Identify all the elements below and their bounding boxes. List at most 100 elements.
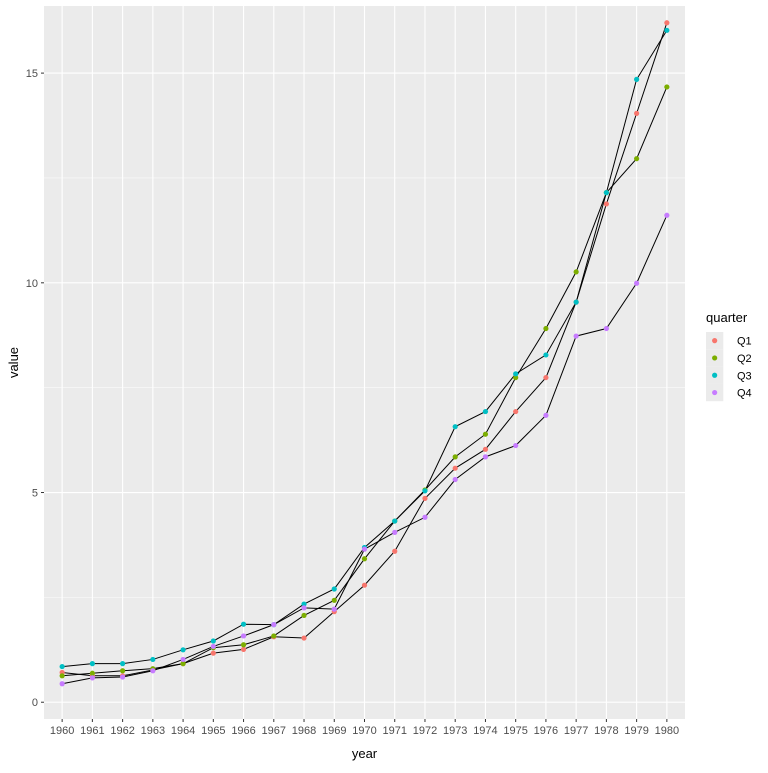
data-point-q3 <box>452 424 458 430</box>
x-tick-label: 1973 <box>443 725 467 737</box>
data-point-q3 <box>331 586 337 592</box>
x-tick-label: 1963 <box>141 725 165 737</box>
legend-label-q1: Q1 <box>737 336 752 348</box>
data-point-q1 <box>513 408 519 415</box>
y-tick-label: 15 <box>26 68 38 80</box>
data-point-q3 <box>422 488 428 494</box>
series-points <box>59 20 670 687</box>
x-tick-label: 1971 <box>382 725 406 737</box>
data-point-q3 <box>59 663 65 670</box>
major-gridlines <box>44 6 685 719</box>
x-tick-label: 1962 <box>110 725 134 737</box>
data-point-q1 <box>392 548 398 554</box>
data-point-q2 <box>664 84 670 90</box>
data-point-q1 <box>452 465 458 471</box>
x-tick-label: 1979 <box>624 725 648 737</box>
y-axis-title: value <box>6 347 21 378</box>
data-point-q2 <box>573 269 579 275</box>
data-point-q3 <box>543 352 549 358</box>
data-point-q3 <box>392 518 398 524</box>
data-point-q2 <box>89 670 95 676</box>
data-point-q2 <box>301 612 307 619</box>
data-point-q1 <box>634 110 640 116</box>
data-point-q4 <box>59 681 65 687</box>
data-point-q1 <box>301 635 307 641</box>
y-tick-label: 10 <box>26 278 38 290</box>
data-point-q3 <box>180 647 186 653</box>
data-point-q4 <box>150 668 156 674</box>
data-point-q1 <box>422 495 428 501</box>
data-point-q1 <box>603 201 609 207</box>
data-point-q2 <box>482 431 489 437</box>
legend: quarter Q1 Q2 Q3 Q4 <box>706 310 752 402</box>
x-tick-label: 1980 <box>655 725 679 737</box>
legend-label-q2: Q2 <box>737 353 752 365</box>
data-point-q4 <box>482 454 489 460</box>
data-point-q1 <box>482 446 489 452</box>
data-point-q3 <box>240 621 247 627</box>
data-point-q1 <box>240 646 247 652</box>
data-point-q3 <box>89 661 95 667</box>
y-tick-label: 0 <box>32 697 38 709</box>
data-point-q4 <box>331 606 337 612</box>
x-tick-label: 1977 <box>564 725 588 737</box>
data-point-q4 <box>271 622 277 628</box>
data-point-q3 <box>634 76 640 82</box>
data-point-q1 <box>210 650 216 656</box>
data-point-q3 <box>664 27 670 33</box>
data-point-q4 <box>422 514 428 520</box>
data-point-q1 <box>543 374 549 381</box>
data-point-q2 <box>240 642 247 648</box>
y-axis: 0 5 10 15 <box>26 68 44 709</box>
x-tick-label: 1966 <box>231 725 255 737</box>
data-point-q2 <box>634 156 640 162</box>
x-tick-label: 1978 <box>594 725 618 737</box>
legend-key-q3 <box>712 372 718 378</box>
data-point-q3 <box>301 601 307 607</box>
legend-key-q4 <box>712 389 718 396</box>
data-point-q2 <box>120 668 126 674</box>
x-tick-label: 1976 <box>534 725 558 737</box>
x-tick-label: 1970 <box>352 725 376 737</box>
data-point-q4 <box>210 643 216 650</box>
data-point-q3 <box>150 656 156 663</box>
data-point-q3 <box>482 408 489 415</box>
data-point-q4 <box>513 442 519 449</box>
data-point-q2 <box>543 325 549 332</box>
x-axis-title: year <box>352 746 378 761</box>
data-point-q2 <box>59 673 65 679</box>
data-point-q4 <box>573 333 579 339</box>
legend-key-q2 <box>712 355 718 361</box>
x-tick-label: 1969 <box>322 725 346 737</box>
legend-title: quarter <box>706 310 748 325</box>
data-point-q2 <box>180 661 186 667</box>
x-tick-label: 1968 <box>292 725 316 737</box>
data-point-q3 <box>120 661 126 667</box>
x-tick-label: 1975 <box>503 725 527 737</box>
data-point-q3 <box>573 299 579 305</box>
legend-keys: Q1 Q2 Q3 Q4 <box>706 332 752 402</box>
x-axis: 1960 1961 1962 1963 1964 1965 1966 1967 1968 1969… <box>50 719 679 737</box>
data-point-q2 <box>513 374 519 381</box>
x-tick-label: 1965 <box>201 725 225 737</box>
legend-label-q4: Q4 <box>737 388 752 400</box>
data-point-q3 <box>210 638 216 644</box>
x-tick-label: 1964 <box>171 725 195 737</box>
data-point-q2 <box>271 633 277 639</box>
data-point-q4 <box>120 674 126 680</box>
data-point-q4 <box>89 675 95 681</box>
data-point-q4 <box>664 212 670 218</box>
data-point-q3 <box>603 190 609 196</box>
x-tick-label: 1960 <box>50 725 74 737</box>
data-point-q4 <box>361 546 368 552</box>
data-point-q3 <box>513 371 519 377</box>
data-point-q4 <box>392 529 398 535</box>
data-point-q2 <box>452 454 458 460</box>
y-tick-label: 5 <box>32 488 38 500</box>
data-point-q2 <box>361 556 368 562</box>
x-tick-label: 1972 <box>413 725 437 737</box>
data-point-q1 <box>361 582 368 588</box>
data-point-q4 <box>634 280 640 286</box>
